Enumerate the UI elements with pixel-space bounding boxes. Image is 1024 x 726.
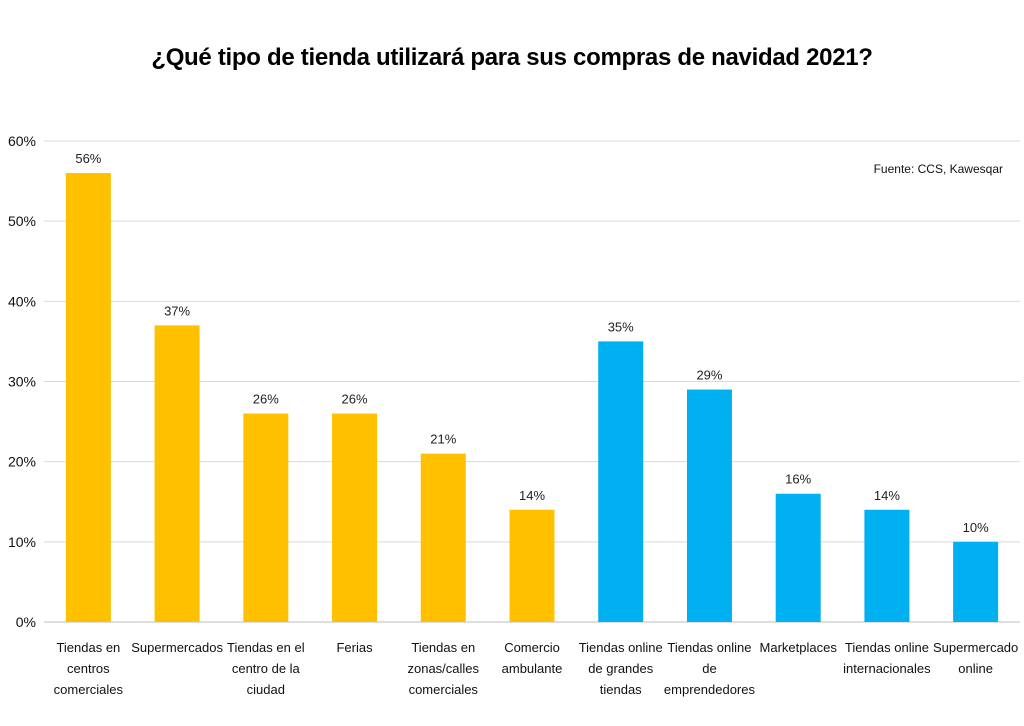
y-tick-label: 40% — [8, 293, 36, 309]
data-labels: 56% 37% 26% 26% 21% 14% 35% 29% 16% 14% 10% — [75, 151, 989, 535]
y-tick-label: 0% — [16, 614, 36, 630]
data-label: 29% — [696, 368, 722, 383]
data-label: 35% — [608, 319, 634, 334]
y-tick-label: 10% — [8, 534, 36, 550]
y-tick-label: 60% — [8, 133, 36, 149]
data-label: 21% — [430, 432, 456, 447]
bar — [65, 173, 111, 623]
bar — [864, 509, 910, 622]
y-tick-label: 50% — [8, 213, 36, 229]
bar — [243, 413, 289, 622]
category-label: Supermercado online — [933, 640, 1018, 676]
category-label: Supermercados — [131, 640, 223, 655]
category-labels: Tiendas en centros comerciales Supermercado… — [54, 640, 1019, 697]
chart-title: ¿Qué tipo de tienda utilizará para sus c… — [151, 44, 873, 71]
category-label: Comercio ambulante — [502, 640, 563, 676]
category-label: Tiendas online de grandes tiendas — [579, 640, 663, 697]
data-label: 56% — [75, 151, 101, 166]
y-axis-ticks: 0% 10% 20% 30% 40% 50% 60% — [8, 133, 36, 630]
bar — [332, 413, 378, 622]
category-label: Tiendas en el centro de la ciudad — [227, 640, 305, 697]
bar — [420, 453, 466, 622]
data-label: 16% — [785, 472, 811, 487]
category-label: Tiendas online de emprendedores — [664, 640, 756, 697]
data-label: 26% — [342, 392, 368, 407]
data-label: 26% — [253, 392, 279, 407]
bar — [953, 541, 999, 622]
category-label: Ferias — [336, 640, 373, 655]
category-label: Tiendas online internacionales — [843, 640, 931, 676]
source-note: Fuente: CCS, Kawesqar — [874, 162, 1003, 176]
y-tick-label: 30% — [8, 374, 36, 390]
bar — [154, 325, 200, 622]
bar — [686, 389, 732, 622]
category-label: Tiendas en centros comerciales — [54, 640, 124, 697]
data-label: 10% — [963, 520, 989, 535]
bar — [598, 341, 644, 622]
category-label: Marketplaces — [760, 640, 838, 655]
data-label: 14% — [519, 488, 545, 503]
data-label: 14% — [874, 488, 900, 503]
category-label: Tiendas en zonas/calles comerciales — [407, 640, 479, 697]
bars — [65, 173, 999, 623]
y-tick-label: 20% — [8, 454, 36, 470]
data-label: 37% — [164, 303, 190, 318]
bar — [775, 493, 821, 622]
bar — [509, 509, 555, 622]
